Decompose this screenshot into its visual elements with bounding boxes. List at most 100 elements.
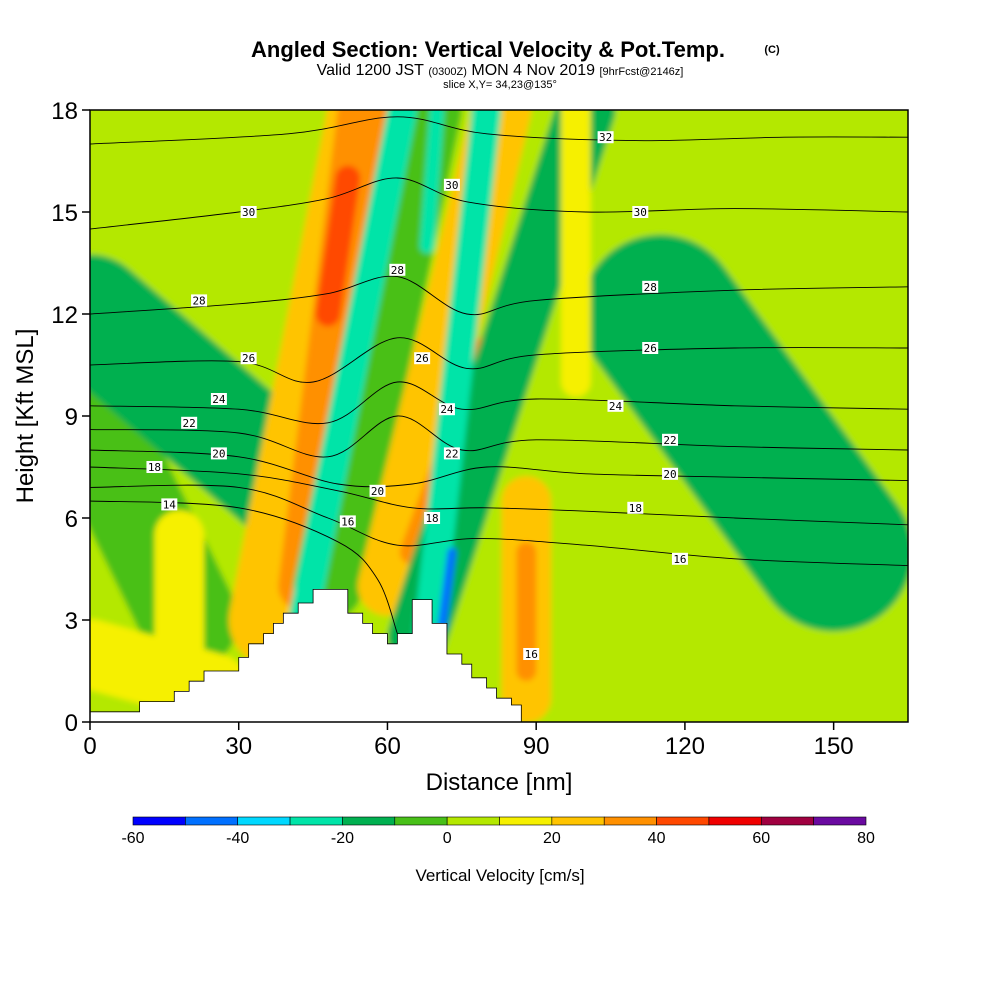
contour-label-bg <box>627 501 644 514</box>
contour-label-bg <box>424 512 441 524</box>
colorbar-label: Vertical Velocity [cm/s] <box>415 866 584 885</box>
contour-label-bg <box>642 342 659 354</box>
y-axis: 0 3 6 9 12 15 18 <box>51 98 90 737</box>
x-tick-label: 150 <box>814 733 854 760</box>
contour-label-16: 26 <box>240 352 257 365</box>
contour-label-bg <box>210 447 227 460</box>
contour-label-text: 28 <box>391 264 404 277</box>
contour-label-bg <box>607 399 624 412</box>
contour-label-9: 20 <box>662 467 679 481</box>
contour-label-22: 30 <box>240 206 257 219</box>
colorbar-tick-label: -60 <box>121 830 144 847</box>
contour-label-bg <box>523 648 540 660</box>
colorbar-segment <box>551 816 605 826</box>
contour-label-text: 30 <box>445 179 458 192</box>
contour-label-bg <box>146 461 163 473</box>
contour-label-21: 28 <box>642 280 659 294</box>
colorbar-segment <box>760 816 814 826</box>
contour-label-bg <box>210 393 227 405</box>
contour-label-bg <box>414 352 431 365</box>
contour-label-bg <box>339 515 356 528</box>
colorbar-segment <box>446 816 500 826</box>
contour-label-bg <box>438 403 455 416</box>
contour-label-text: 24 <box>440 403 454 416</box>
colorbar-segment <box>132 816 186 826</box>
slice-info: slice X,Y= 34,23@135° <box>443 79 557 91</box>
colorbar: -60 -40 -20 0 20 40 60 80 <box>121 816 875 847</box>
colorbar-segment <box>603 816 657 826</box>
colorbar-segment <box>237 816 291 826</box>
contour-label-23: 30 <box>443 178 460 192</box>
colorbar-tick-label: 20 <box>543 830 561 847</box>
contour-label-bg <box>240 352 257 365</box>
contour-label-8: 20 <box>369 484 386 498</box>
contour-label-bg <box>240 206 257 218</box>
y-tick-label: 12 <box>51 302 78 329</box>
terrain-profile <box>90 589 522 722</box>
contour-label-text: 28 <box>644 281 657 294</box>
valid-time-zulu: (0300Z) <box>428 66 467 78</box>
contour-label-bg <box>369 484 386 497</box>
contour-label-text: 20 <box>212 447 225 460</box>
contour-label-text: 14 <box>163 498 177 511</box>
contour-label-text: 20 <box>371 485 384 498</box>
x-tick-label: 0 <box>83 733 96 760</box>
valid-time-local: Valid 1200 JST <box>317 62 425 79</box>
contour-label-3: 16 <box>523 648 540 661</box>
contour-label-12: 22 <box>662 433 679 447</box>
theta-contour-20 <box>90 449 908 488</box>
contour-label-bg <box>632 206 649 218</box>
shading-band-8 <box>293 110 462 621</box>
contour-label-text: 26 <box>416 352 429 365</box>
contour-label-text: 16 <box>525 648 538 661</box>
colorbar-segment <box>185 816 239 826</box>
contour-label-25: 32 <box>597 131 614 144</box>
colorbar-tick-label: -20 <box>331 830 354 847</box>
contour-label-bg <box>161 498 178 511</box>
title-block: Angled Section: Vertical Velocity & Pot.… <box>251 37 780 91</box>
colorbar-segment <box>813 816 867 826</box>
contour-label-text: 18 <box>629 502 642 515</box>
contour-labels: 14 16 16 16 18 18 18 20 20 20 22 22 22 24 24 24 26 26 26 28… <box>146 131 688 661</box>
y-tick-label: 15 <box>51 200 78 227</box>
contour-label-text: 24 <box>212 393 226 406</box>
x-tick-label: 30 <box>225 733 252 760</box>
x-axis: 0 30 60 90 120 150 <box>83 722 854 760</box>
contour-label-text: 18 <box>425 512 438 525</box>
contour-label-14: 24 <box>438 403 455 416</box>
contour-label-5: 18 <box>424 512 441 525</box>
colorbar-tick-label: 0 <box>443 830 452 847</box>
shading-band-9 <box>288 110 418 635</box>
contour-label-10: 22 <box>181 416 198 430</box>
contour-label-0: 14 <box>161 498 178 511</box>
x-tick-label: 90 <box>523 733 550 760</box>
contour-label-text: 22 <box>183 417 196 430</box>
colorbar-segment <box>499 816 553 826</box>
y-tick-label: 18 <box>51 98 78 125</box>
contour-label-bg <box>443 178 460 191</box>
colorbar-segment <box>342 816 396 826</box>
chart-title-unit: (C) <box>764 44 780 56</box>
valid-time-line: Valid 1200 JST (0300Z) MON 4 Nov 2019 [9… <box>317 62 684 79</box>
contour-label-bg <box>597 131 614 144</box>
contour-label-24: 30 <box>632 206 649 219</box>
theta-contour-18 <box>90 466 908 526</box>
contour-label-bg <box>662 433 679 446</box>
theta-contour-32 <box>90 116 908 145</box>
colorbar-tick-label: -40 <box>226 830 249 847</box>
theta-contour-30 <box>90 177 908 230</box>
shading-band-15 <box>437 547 457 632</box>
forecast-info: [9hrFcst@2146z] <box>599 66 683 78</box>
plot-area: 14 16 16 16 18 18 18 20 20 20 22 22 22 24 24 24 26 26 26 28… <box>90 110 908 722</box>
y-tick-label: 9 <box>65 404 78 431</box>
contour-label-bg <box>662 467 679 480</box>
contour-label-text: 22 <box>663 434 676 447</box>
contour-label-bg <box>389 263 406 276</box>
contour-label-text: 32 <box>599 131 612 144</box>
colorbar-tick-label: 80 <box>857 830 875 847</box>
contour-label-text: 24 <box>609 400 623 413</box>
contour-label-18: 26 <box>642 342 659 355</box>
contour-label-20: 28 <box>389 263 406 277</box>
shading-band-10 <box>419 110 445 254</box>
